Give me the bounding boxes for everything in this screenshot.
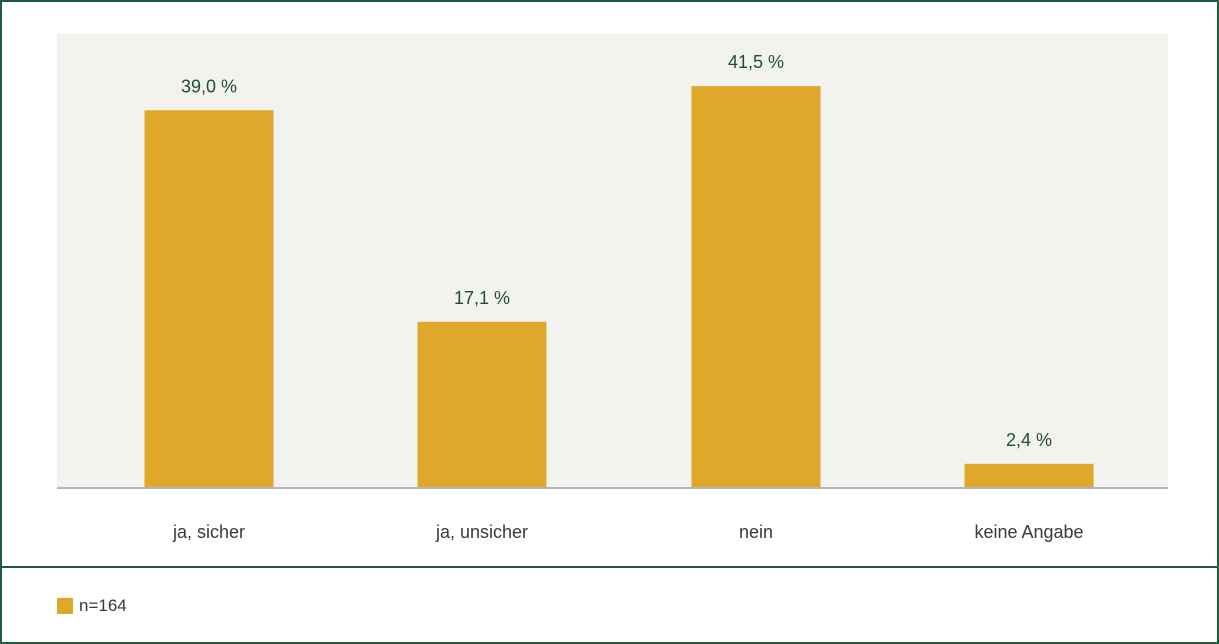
value-labels-group: 39,0 % 17,1 % 41,5 % 2,4 %: [181, 52, 1052, 450]
category-label-4: keine Angabe: [974, 522, 1083, 542]
bar-2: [417, 321, 547, 487]
bars-group: [144, 86, 1094, 488]
legend-divider: [0, 566, 1219, 568]
category-label-3: nein: [739, 522, 773, 542]
value-label-4: 2,4 %: [1006, 430, 1052, 450]
bar-1: [144, 110, 274, 487]
legend-label: n=164: [79, 596, 127, 615]
bar-3: [691, 86, 821, 488]
category-label-1: ja, sicher: [172, 522, 245, 542]
legend-swatch: [57, 598, 73, 614]
value-label-1: 39,0 %: [181, 76, 237, 96]
bar-4: [964, 463, 1094, 487]
category-labels-group: ja, sicher ja, unsicher nein keine Angabe: [172, 522, 1084, 542]
category-label-2: ja, unsicher: [435, 522, 528, 542]
legend: n=164: [57, 596, 127, 616]
value-label-3: 41,5 %: [728, 52, 784, 72]
value-label-2: 17,1 %: [454, 288, 510, 308]
